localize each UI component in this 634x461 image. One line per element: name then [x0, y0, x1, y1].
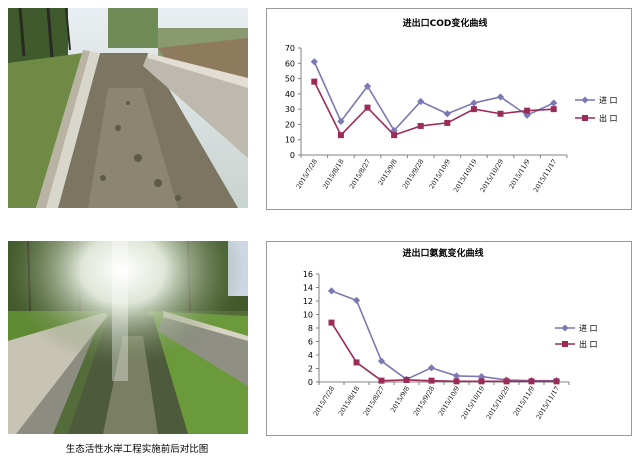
x-tick-label: 2015/8/18: [337, 385, 361, 418]
legend-label: 出 口: [599, 113, 618, 123]
y-tick-label: 2: [308, 365, 313, 374]
x-tick-label: 2015/7/28: [312, 385, 336, 418]
data-point-square: [453, 378, 460, 385]
y-tick-label: 60: [285, 59, 295, 68]
data-point-diamond: [443, 110, 451, 118]
y-tick-label: 10: [285, 136, 295, 145]
y-tick-label: 4: [308, 351, 313, 360]
data-point-square: [553, 378, 560, 385]
data-point-square: [364, 104, 371, 111]
x-tick-label: 2015/7/28: [295, 158, 319, 191]
data-point-diamond: [417, 97, 425, 106]
x-tick-label: 2015/10/29: [485, 385, 512, 421]
x-tick-label: 2015/9/28: [401, 158, 425, 191]
data-point-diamond: [470, 99, 478, 107]
ammonia-chart-panel: 进出口氨氮变化曲线 0 2 4 6 8 10 12 14 16 2015/7/28 2015/8/1…: [266, 241, 632, 436]
x-tick-label: 2015/10/19: [460, 385, 487, 421]
legend-marker-diamond: [561, 324, 569, 332]
figure-caption: 生态活性水岸工程实施前后对比图: [65, 444, 209, 455]
data-point-square: [417, 122, 424, 129]
x-tick-label: 2015/10/9: [428, 158, 452, 191]
chart-title: 进出口氨氮变化曲线: [402, 247, 483, 259]
data-point-square: [328, 319, 335, 326]
data-point-diamond: [523, 111, 531, 119]
data-point-diamond: [363, 82, 372, 90]
data-point-square: [497, 110, 504, 117]
x-tick-label: 2015/10/9: [437, 385, 461, 418]
y-tick-label: 20: [285, 120, 295, 129]
data-point-square: [428, 377, 435, 384]
canal-photo-after: [8, 241, 248, 434]
x-tick-label: 2015/9/8: [389, 385, 411, 414]
data-point-diamond: [550, 99, 558, 107]
data-point-diamond: [477, 373, 486, 381]
series-line-0: [331, 290, 557, 382]
y-tick-label: 0: [290, 151, 295, 160]
y-tick-label: 40: [285, 90, 295, 99]
x-tick-label: 2015/9/28: [412, 385, 436, 418]
data-point-diamond: [310, 58, 318, 66]
data-point-square: [353, 359, 360, 366]
x-tick-label: 2015/8/27: [348, 158, 372, 191]
y-tick-label: 10: [303, 311, 313, 320]
y-tick-label: 12: [303, 297, 313, 306]
data-point-square: [478, 378, 485, 385]
data-point-diamond: [452, 372, 461, 380]
canal-photo-before: [8, 8, 248, 208]
legend-marker-square: [582, 115, 588, 121]
y-tick-label: 30: [285, 105, 295, 114]
y-tick-label: 14: [303, 284, 313, 293]
y-tick-label: 16: [303, 270, 313, 279]
series-line-1: [313, 81, 554, 137]
legend-label: 出 口: [579, 339, 598, 349]
data-point-square: [311, 78, 318, 85]
data-point-diamond: [377, 357, 386, 365]
cod-chart-panel: 进出口COD变化曲线 0 10 20 30 40 50 60 70 2015/7/28 2015/…: [266, 8, 632, 210]
data-point-square: [503, 378, 510, 385]
x-tick-label: 2015/10/29: [479, 158, 506, 194]
data-point-diamond: [327, 287, 336, 295]
data-point-square: [528, 378, 535, 385]
x-tick-label: 2015/11/9: [512, 385, 536, 418]
x-tick-label: 2015/10/19: [452, 158, 479, 194]
data-point-square: [470, 106, 477, 113]
y-tick-label: 0: [308, 378, 313, 387]
data-point-square: [524, 107, 531, 114]
data-point-square: [378, 377, 385, 384]
x-tick-label: 2015/11/17: [535, 385, 562, 421]
legend-marker-square: [562, 341, 568, 347]
y-tick-label: 8: [308, 324, 313, 333]
x-tick-label: 2015/9/8: [377, 158, 399, 187]
x-tick-label: 2015/8/18: [321, 158, 345, 191]
legend-label: 进 口: [599, 96, 618, 105]
data-point-square: [444, 119, 451, 126]
data-point-square: [337, 132, 344, 139]
data-point-square: [403, 376, 410, 383]
data-point-diamond: [496, 93, 505, 101]
ammonia-line-chart: 进出口氨氮变化曲线 0 2 4 6 8 10 12 14 16 2015/7/28 2015/8/1…: [303, 247, 598, 421]
chart-title: 进出口COD变化曲线: [403, 17, 488, 29]
data-point-square: [391, 132, 398, 139]
x-tick-label: 2015/11/9: [507, 158, 531, 191]
data-point-diamond: [427, 364, 436, 372]
legend-marker-diamond: [581, 96, 589, 104]
y-tick-label: 6: [308, 338, 313, 347]
y-tick-label: 50: [285, 75, 295, 84]
x-tick-label: 2015/11/17: [532, 158, 559, 194]
series-line-0: [313, 61, 555, 132]
data-point-square: [550, 106, 557, 113]
series-line-1: [330, 322, 557, 383]
data-point-diamond: [352, 296, 361, 304]
x-tick-label: 2015/8/27: [362, 385, 386, 418]
legend-label: 进 口: [579, 324, 598, 333]
y-tick-label: 70: [285, 44, 295, 53]
